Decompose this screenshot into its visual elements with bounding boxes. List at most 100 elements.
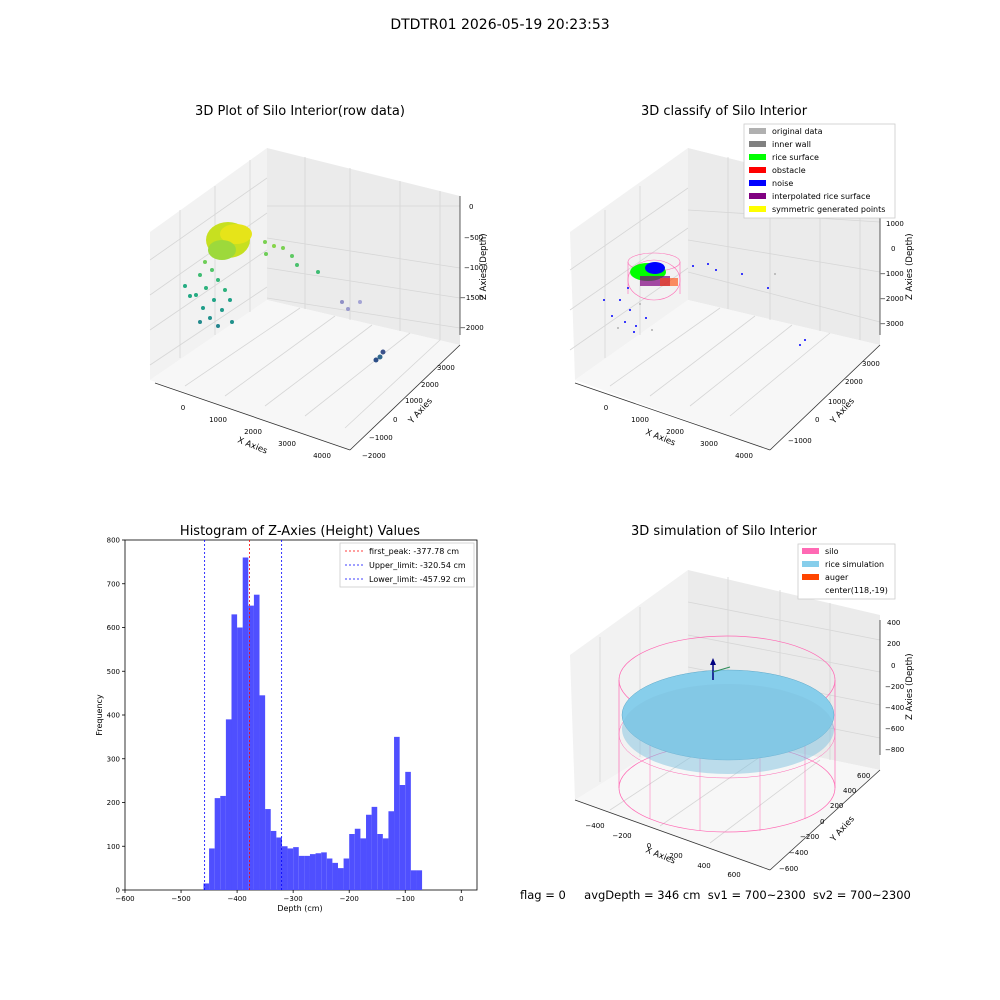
tick-labels: 0 1000 2000 3000 4000 −1000 0 1000 2000 … (604, 220, 904, 460)
svg-text:−1500: −1500 (460, 294, 484, 302)
svg-text:0: 0 (647, 842, 651, 850)
svg-text:0: 0 (891, 245, 895, 253)
svg-text:0: 0 (393, 416, 397, 424)
svg-text:400: 400 (697, 862, 710, 870)
x-tick-label: −200 (340, 895, 359, 903)
svg-text:−2000: −2000 (460, 324, 484, 332)
svg-text:auger: auger (825, 573, 849, 582)
plot-area (124, 539, 478, 891)
classify-legend: original data inner wall rice surface ob… (743, 123, 896, 219)
svg-text:2000: 2000 (244, 428, 262, 436)
y-tick-label: 700 (107, 580, 120, 588)
svg-text:−1000: −1000 (369, 434, 393, 442)
histogram-bar (203, 883, 210, 890)
histogram-bar (360, 838, 367, 890)
histogram-bar (332, 862, 338, 890)
z-axis-label: Z Axies (Depth) (479, 233, 489, 300)
svg-text:200: 200 (887, 640, 900, 648)
x-axis-label: X Axies (644, 846, 677, 867)
histogram-bar (382, 838, 389, 890)
svg-text:center(118,-19): center(118,-19) (825, 586, 888, 595)
histogram-bar (281, 846, 288, 890)
panel-title-raw: 3D Plot of Silo Interior(row data) (195, 104, 405, 119)
svg-text:0: 0 (820, 818, 824, 826)
z-axis-label: Z Axies (Depth) (905, 653, 915, 720)
y-tick-label: 100 (107, 843, 120, 851)
svg-text:3000: 3000 (700, 440, 718, 448)
x-tick-label: 0 (459, 895, 463, 903)
svg-text:first_peak: -377.78 cm: first_peak: -377.78 cm (369, 547, 459, 556)
svg-text:1000: 1000 (828, 398, 846, 406)
histogram-bar (377, 834, 383, 890)
histogram-bar (225, 719, 232, 890)
x-tick-label: −500 (171, 895, 190, 903)
svg-text:4000: 4000 (735, 452, 753, 460)
svg-text:−800: −800 (885, 746, 904, 754)
simulation-legend: silo rice simulation auger center(118,-1… (797, 543, 896, 600)
svg-text:0: 0 (604, 404, 608, 412)
pane-left (150, 148, 267, 380)
classified-points (603, 252, 806, 346)
histogram-bar (214, 798, 221, 890)
svg-text:rice simulation: rice simulation (825, 560, 884, 569)
svg-text:−1000: −1000 (880, 270, 904, 278)
histogram-bar (321, 852, 327, 890)
svg-text:2000: 2000 (421, 381, 439, 389)
svg-text:original data: original data (772, 127, 823, 136)
histogram-chart: −600 −500 −400 −300 −200 −100 0 0 100 200 300 400 5… (95, 537, 478, 913)
svg-text:−1000: −1000 (788, 437, 812, 445)
svg-text:1000: 1000 (209, 416, 227, 424)
y-axis-label: Y Axies (828, 814, 857, 845)
histogram-bar (416, 870, 423, 890)
histogram-bar (304, 855, 310, 890)
histogram-bar (394, 736, 400, 890)
y-axis-label: Frequency (95, 694, 104, 736)
svg-text:3000: 3000 (862, 360, 880, 368)
x-axis-label: X Axies (236, 436, 269, 457)
simulation-3d-plot: −400 −200 0 200 400 600 −600 −400 −200 0… (570, 543, 915, 879)
histogram-bar (326, 858, 333, 890)
histogram-bar (343, 858, 350, 890)
histogram-bar (253, 594, 260, 890)
x-tick-label: −400 (227, 895, 246, 903)
svg-text:0: 0 (181, 404, 185, 412)
svg-text:inner wall: inner wall (772, 140, 811, 149)
svg-text:400: 400 (887, 619, 900, 627)
grid-lines (149, 157, 461, 429)
axes (154, 196, 461, 451)
svg-text:−200: −200 (885, 683, 904, 691)
histogram-bars (203, 557, 423, 890)
histogram-bar (309, 854, 316, 890)
svg-text:noise: noise (772, 179, 793, 188)
histogram-bar (399, 785, 406, 890)
y-tick-label: 300 (107, 755, 120, 763)
svg-text:Lower_limit: -457.92 cm: Lower_limit: -457.92 cm (369, 575, 466, 584)
svg-text:Upper_limit: -320.54 cm: Upper_limit: -320.54 cm (369, 561, 466, 570)
svg-text:−3000: −3000 (880, 320, 904, 328)
panel-title-simulation: 3D simulation of Silo Interior (631, 524, 817, 539)
x-tick-label: −300 (284, 895, 303, 903)
svg-text:−400: −400 (585, 822, 604, 830)
svg-text:2000: 2000 (666, 428, 684, 436)
sv1-text: sv1 = 700~2300 (707, 888, 806, 902)
x-tick-label: −100 (396, 895, 415, 903)
x-axis-label: Depth (cm) (277, 904, 322, 913)
svg-text:−2000: −2000 (880, 295, 904, 303)
x-tick-label: −600 (115, 895, 134, 903)
svg-text:−600: −600 (885, 725, 904, 733)
pane-floor (575, 300, 880, 450)
svg-text:600: 600 (727, 871, 740, 879)
svg-text:obstacle: obstacle (772, 166, 806, 175)
histogram-bar (293, 847, 299, 890)
auger-marker (710, 658, 731, 680)
svg-text:silo: silo (825, 547, 839, 556)
y-tick-label: 0 (116, 887, 120, 895)
svg-text:3000: 3000 (437, 364, 455, 372)
histogram-bar (337, 868, 344, 890)
histogram-bar (287, 848, 294, 890)
histogram-bar (220, 795, 226, 890)
raw-3d-plot: 0 1000 2000 3000 4000 −2000 −1000 0 1000… (149, 148, 489, 460)
classify-3d-plot: 0 1000 2000 3000 4000 −1000 0 1000 2000 … (569, 123, 915, 460)
z-axis-label: Z Axies (Depth) (905, 233, 915, 300)
axes (574, 210, 881, 451)
